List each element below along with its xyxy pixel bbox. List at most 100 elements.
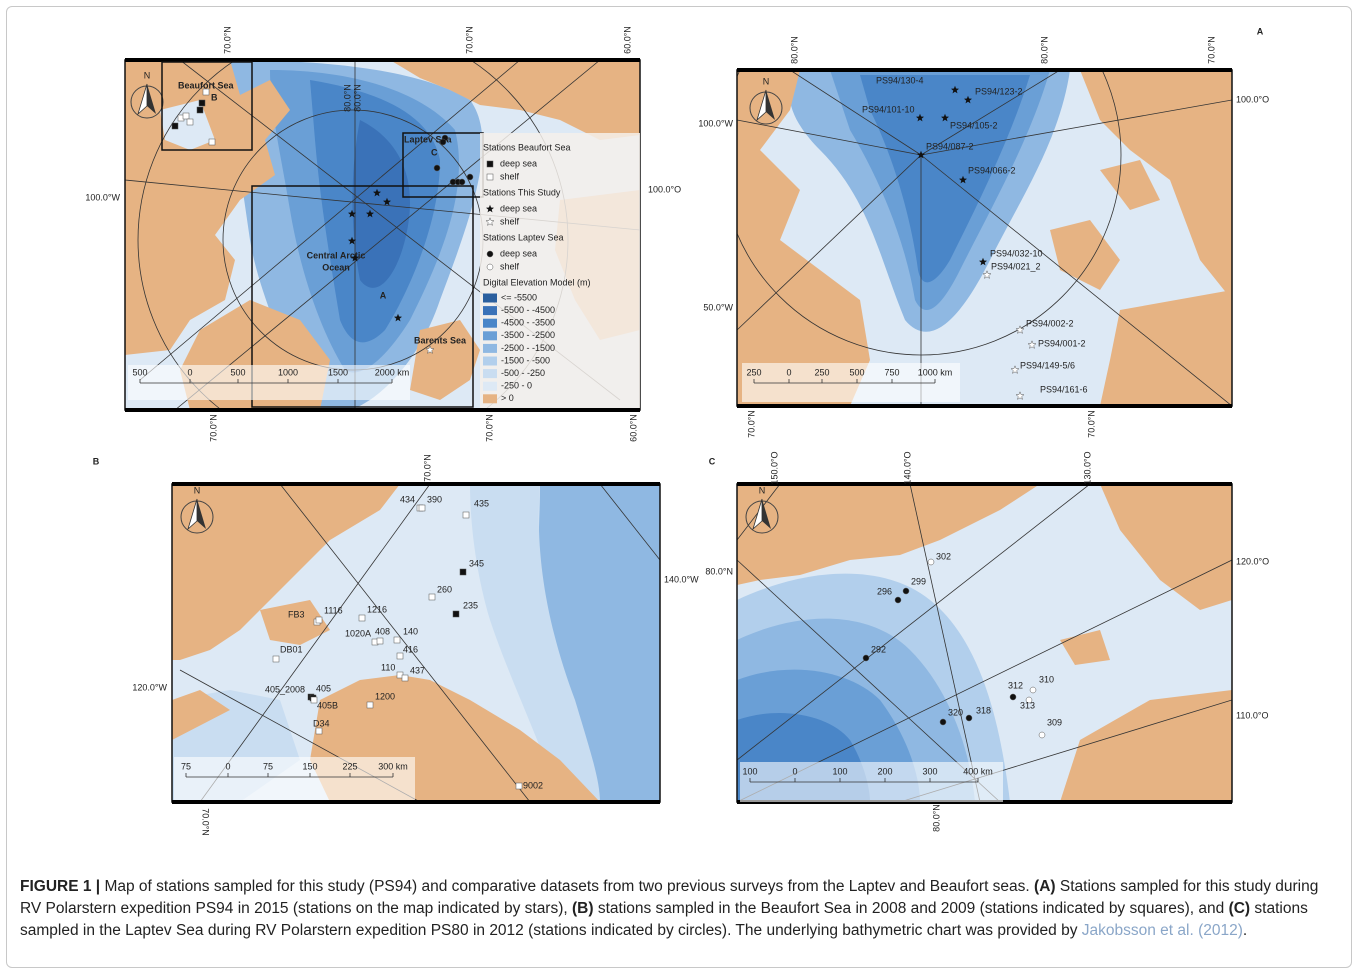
station-label: 302 bbox=[936, 551, 951, 561]
station-label: 312 bbox=[1008, 680, 1023, 690]
station-label: 310 bbox=[1039, 674, 1054, 684]
scale-label: 1500 bbox=[328, 367, 348, 377]
station-label: PS94/002-2 bbox=[1026, 318, 1074, 328]
bathymetry bbox=[352, 120, 410, 288]
land bbox=[737, 484, 1040, 585]
station-marker bbox=[171, 122, 179, 130]
station-label: FB3 bbox=[288, 609, 305, 619]
scale-label: 400 km bbox=[963, 766, 993, 776]
scale-label: 250 bbox=[814, 367, 829, 377]
north-arrow bbox=[197, 499, 206, 529]
station-label: 1020A bbox=[345, 628, 371, 638]
north-arrow bbox=[756, 89, 767, 122]
station-label: 260 bbox=[437, 584, 452, 594]
caption-panel: (C) bbox=[1228, 900, 1251, 917]
legend-swatch bbox=[483, 293, 497, 303]
region-label: Beaufort Sea bbox=[178, 80, 235, 90]
legend-title: Stations Beaufort Sea bbox=[483, 142, 571, 152]
legend-item: shelf bbox=[500, 171, 520, 181]
station-marker bbox=[1015, 325, 1025, 334]
station-marker bbox=[396, 652, 404, 660]
graticule-label: 70.0°N bbox=[464, 26, 474, 54]
panel-letter: C bbox=[709, 456, 716, 466]
graticule-label: 100.0°W bbox=[698, 118, 733, 128]
station-marker bbox=[366, 209, 374, 218]
station-label: 235 bbox=[463, 600, 478, 610]
station-marker bbox=[373, 188, 381, 197]
land bbox=[545, 60, 580, 110]
station-marker bbox=[466, 173, 474, 181]
station-marker bbox=[315, 616, 323, 624]
station-marker bbox=[927, 558, 935, 566]
station-marker bbox=[951, 85, 959, 94]
station-marker bbox=[351, 253, 359, 262]
inset-box bbox=[251, 185, 474, 408]
graticule-label: 140.0°O bbox=[902, 451, 912, 484]
graticule-line bbox=[279, 484, 531, 802]
station-label: 1200 bbox=[375, 691, 395, 701]
scale-label: 100 bbox=[832, 766, 847, 776]
station-marker bbox=[348, 209, 356, 218]
scale-box bbox=[174, 757, 415, 800]
station-marker bbox=[182, 112, 190, 120]
station-label: 1216 bbox=[367, 604, 387, 614]
station-marker bbox=[186, 118, 194, 126]
station-marker bbox=[916, 113, 924, 122]
caption-text: Map of stations sampled for this study (… bbox=[100, 878, 1035, 895]
scale-label: 300 km bbox=[378, 761, 408, 771]
caption-reference[interactable]: Jakobsson et al. (2012) bbox=[1081, 922, 1243, 939]
bathymetry bbox=[860, 75, 1030, 283]
legend-item: -1500 - -500 bbox=[501, 355, 550, 365]
legend-swatch bbox=[483, 318, 497, 328]
graticule-label: 100.0°O bbox=[1236, 94, 1269, 104]
region-label: Ocean bbox=[322, 262, 350, 272]
land bbox=[1060, 630, 1110, 665]
station-marker bbox=[208, 138, 216, 146]
north-arrow bbox=[752, 498, 763, 531]
station-marker bbox=[515, 782, 523, 790]
caption-panel: (B) bbox=[572, 900, 594, 917]
station-label: 405_2008 bbox=[265, 684, 305, 694]
station-marker bbox=[959, 175, 967, 184]
inset-box bbox=[161, 61, 253, 151]
station-label: 299 bbox=[911, 576, 926, 586]
station-marker bbox=[982, 270, 992, 279]
station-marker bbox=[452, 610, 460, 618]
region-label: B bbox=[211, 92, 218, 102]
station-marker bbox=[433, 164, 441, 172]
station-marker bbox=[401, 674, 409, 682]
north-label: N bbox=[759, 485, 766, 495]
station-label: PS94/105-2 bbox=[950, 120, 998, 130]
station-marker bbox=[1010, 365, 1020, 374]
station-label: 296 bbox=[877, 586, 892, 596]
legend-item: deep sea bbox=[500, 203, 537, 213]
graticule-line bbox=[920, 70, 1061, 156]
station-label: 434 bbox=[400, 494, 415, 504]
scale-label: 250 bbox=[746, 367, 761, 377]
legend-item: deep sea bbox=[500, 248, 537, 258]
station-marker bbox=[862, 654, 870, 662]
scale-label: 500 bbox=[230, 367, 245, 377]
map-b: N bbox=[172, 484, 660, 802]
region-label: A bbox=[380, 290, 387, 300]
scale-label: 200 bbox=[877, 766, 892, 776]
station-marker bbox=[964, 95, 972, 104]
legend-item: <= -5500 bbox=[501, 292, 537, 302]
scale-label: 2000 km bbox=[375, 367, 410, 377]
graticule-line bbox=[737, 559, 1232, 802]
map-a: N bbox=[737, 70, 1232, 406]
graticule-label: 80.0°N bbox=[705, 566, 733, 576]
station-marker bbox=[894, 596, 902, 604]
graticule-label: 60.0°N bbox=[628, 414, 638, 442]
station-marker bbox=[458, 178, 466, 186]
station-label: 390 bbox=[427, 494, 442, 504]
land bbox=[1100, 484, 1232, 610]
station-marker bbox=[272, 655, 280, 663]
graticule-label: 70.0°N bbox=[1206, 36, 1216, 64]
station-label: PS94/130-4 bbox=[876, 75, 924, 85]
graticule-label: 110.0°O bbox=[1236, 710, 1268, 720]
land bbox=[1100, 160, 1160, 210]
region-label: Barents Sea bbox=[414, 335, 467, 345]
scale-box bbox=[742, 363, 960, 402]
